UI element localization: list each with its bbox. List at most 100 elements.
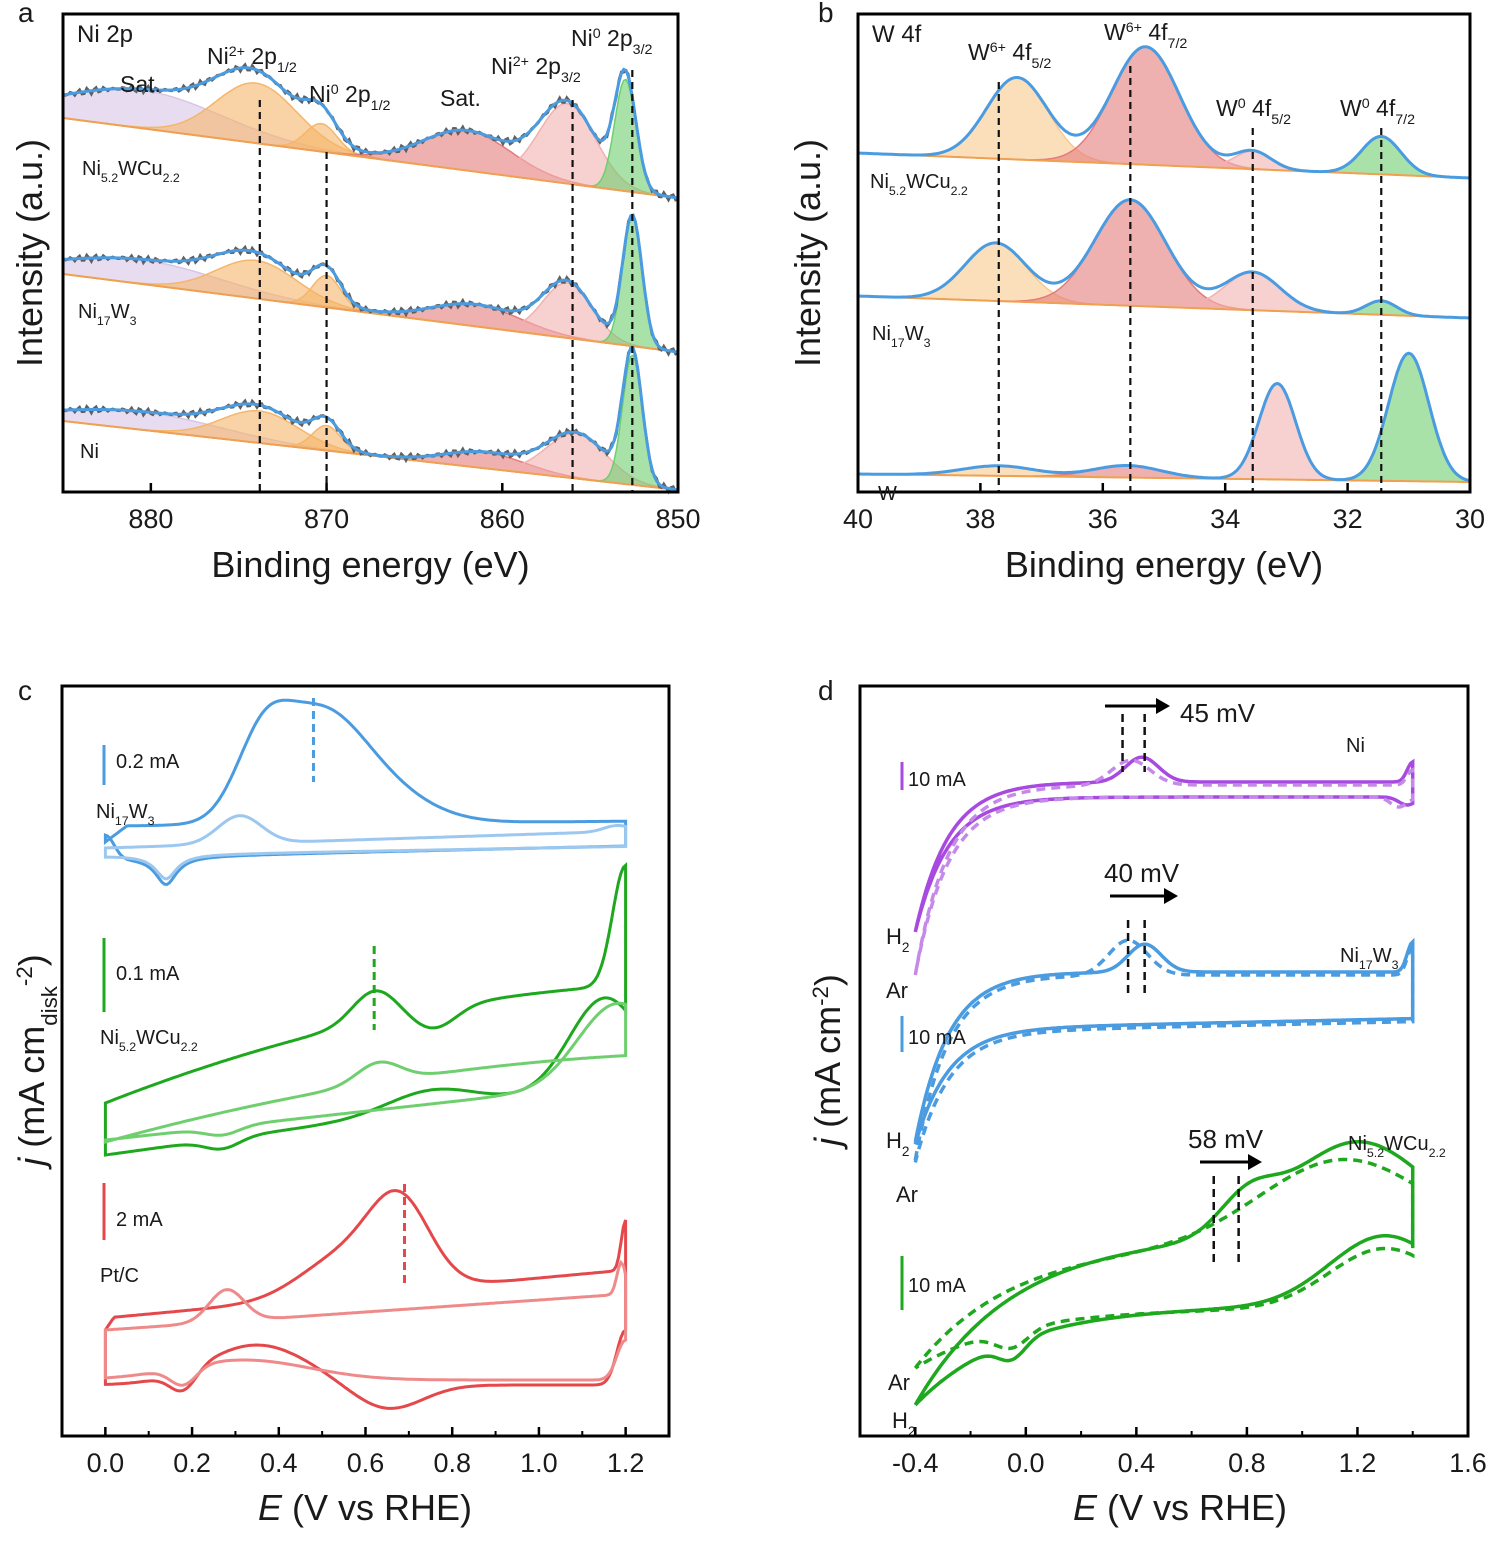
y-axis-label: Intensity (a.u.) — [9, 139, 50, 367]
fit-component-peak — [858, 352, 1471, 483]
cv-line-h2 — [913, 937, 1415, 1145]
atmosphere-label-part: H — [892, 1408, 908, 1433]
x-tick-label: 860 — [480, 504, 525, 534]
scale-bar-label: 0.2 mA — [116, 751, 180, 773]
series-label-part: Ni — [100, 1027, 119, 1049]
peak-label-part: 0 — [1238, 96, 1246, 112]
series-label-part: WCu — [906, 171, 950, 193]
series-label: Ni — [1346, 735, 1365, 757]
series-label: Pt/C — [100, 1265, 139, 1287]
cv-line-ar — [913, 758, 1415, 976]
atmosphere-label-part: 2 — [902, 940, 910, 955]
panel-letter: b — [818, 0, 834, 28]
scale-bar-label: 0.1 mA — [116, 963, 180, 985]
series-label-part: Ni — [82, 158, 101, 180]
spectrum-middle — [62, 213, 679, 357]
x-tick-label: 32 — [1333, 504, 1363, 534]
x-axis-label: E (V vs RHE) — [258, 1487, 472, 1528]
panel-c: 0.2 mA0.1 mA2 mANi17W3Ni5.2WCu2.2Pt/C0.0… — [11, 684, 671, 1528]
peak-label-part: Ni — [207, 43, 229, 69]
x-tick-label: 1.2 — [1339, 1448, 1377, 1478]
series-label-part: 5.2 — [119, 1040, 136, 1054]
y-axis-label: j (mA cm-2) — [807, 974, 848, 1151]
x-tick-label: 850 — [655, 504, 700, 534]
peak-label-part: W — [1216, 95, 1238, 121]
cv-line-ar — [913, 938, 1415, 1163]
series-label-part: Ni — [872, 323, 891, 345]
peak-label-part: W — [968, 39, 990, 65]
fit-envelope-line — [62, 66, 679, 200]
series-label-part: 2.2 — [951, 184, 968, 198]
shift-arrowhead — [1156, 698, 1170, 714]
peak-label-part: 0 — [593, 26, 601, 42]
series-label-part: WCu — [136, 1027, 180, 1049]
peak-label: Ni2+ 2p1/2 — [207, 43, 297, 76]
fit-envelope-line — [857, 45, 1471, 180]
atmosphere-label: Ar — [896, 1182, 918, 1207]
y-axis-label-part: disk — [37, 985, 62, 1026]
series-label-part: 2.2 — [163, 171, 180, 185]
series-label-part: Ni — [1348, 1133, 1367, 1155]
x-tick-label: 0.6 — [347, 1448, 385, 1478]
x-tick-label: 0.8 — [1228, 1448, 1266, 1478]
shift-label: 58 mV — [1188, 1124, 1264, 1154]
series-label-part: 5.2 — [889, 184, 906, 198]
cv-ni — [913, 755, 1415, 976]
peak-label-part: 2p — [529, 53, 561, 79]
series-label: Ni17W3 — [872, 323, 931, 350]
y-axis-label-part: ) — [807, 974, 848, 986]
atmosphere-label-part: 2 — [902, 1144, 910, 1159]
series-label-part: 3 — [924, 336, 931, 350]
series-label-part: 3 — [148, 814, 155, 828]
x-tick-label: 0.4 — [1118, 1448, 1156, 1478]
series-label-part: W — [905, 323, 924, 345]
peak-label: Ni0 2p1/2 — [309, 81, 391, 114]
series-label-part: 17 — [115, 814, 129, 828]
x-axis-label-part: (V vs RHE) — [282, 1487, 472, 1528]
peak-label-part: 6+ — [1126, 20, 1142, 36]
series-label-part: 3 — [1392, 958, 1399, 972]
panel-letter: a — [18, 0, 34, 28]
series-label: Ni17W3 — [1340, 945, 1399, 972]
peak-label-part: 2p — [601, 25, 633, 51]
atmosphere-label-part: H — [886, 924, 902, 949]
cv-line-cycle — [103, 698, 628, 887]
peak-label-part: 7/2 — [1395, 112, 1415, 128]
peak-label-part: 4f — [1142, 19, 1168, 45]
series-label-part: 2.2 — [181, 1040, 198, 1054]
plot-frame — [61, 12, 680, 494]
series-label: Ni5.2WCu2.2 — [870, 171, 968, 198]
plot-frame — [858, 684, 1470, 1438]
cv-line-cycle — [103, 1259, 628, 1387]
spectrum-baseline — [857, 152, 1471, 179]
cv-line-h2 — [913, 1139, 1415, 1407]
peak-label-part: Ni — [309, 81, 331, 107]
series-label-part: W — [129, 801, 148, 823]
atmosphere-label: Ar — [888, 1370, 910, 1395]
cv-line-cycle — [103, 1001, 628, 1145]
y-axis-label-part: -2 — [808, 986, 833, 1006]
series-label-part: Ni — [80, 441, 99, 463]
atmosphere-label-part: H — [886, 1128, 902, 1153]
peak-label-part: Ni — [571, 25, 593, 51]
cv-ni17w3 — [913, 937, 1415, 1163]
atmosphere-label: H2 — [886, 924, 909, 955]
x-tick-label: 1.0 — [520, 1448, 558, 1478]
x-tick-label: 1.6 — [1449, 1448, 1487, 1478]
fit-envelope-line — [62, 213, 679, 354]
series-label-part: Ni — [1340, 945, 1359, 967]
peak-label: Ni0 2p3/2 — [571, 25, 653, 58]
atmosphere-label: H2 — [886, 1128, 909, 1159]
x-axis-label: Binding energy (eV) — [1005, 544, 1323, 585]
atmosphere-label: H2 — [892, 1408, 915, 1439]
scale-bar-label: 10 mA — [908, 769, 966, 791]
spectrum-baseline — [857, 295, 1471, 319]
series-label-part: WCu — [1384, 1133, 1428, 1155]
peak-label: Ni2+ 2p3/2 — [491, 53, 581, 86]
chart-title: W 4f — [872, 21, 922, 48]
x-tick-label: 40 — [843, 504, 873, 534]
series-label-part: Ni — [870, 171, 889, 193]
x-tick-label: 34 — [1210, 504, 1240, 534]
shift-arrowhead — [1248, 1154, 1262, 1170]
scale-bar-label: 10 mA — [908, 1027, 966, 1049]
